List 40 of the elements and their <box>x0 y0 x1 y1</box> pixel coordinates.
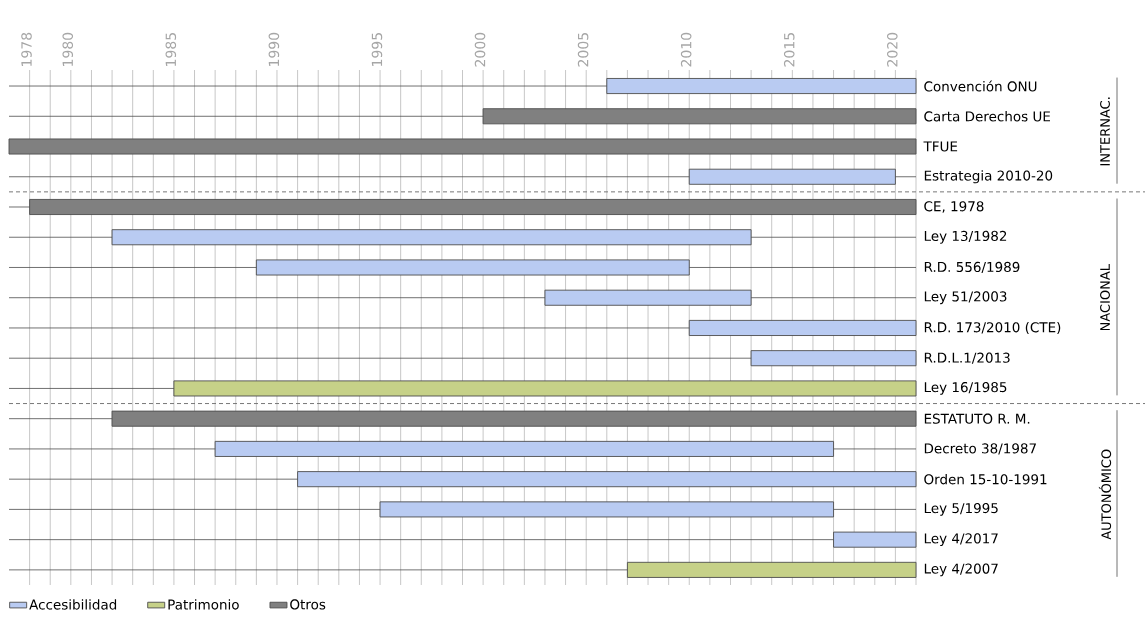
x-tick-label: 1978 <box>21 32 32 66</box>
x-tick-label: 2000 <box>474 32 486 67</box>
x-tick-label: 2015 <box>783 33 795 67</box>
y-tick-label: Decreto 38/1987 <box>924 443 1036 455</box>
y-tick-label: Ley 5/1995 <box>924 502 998 516</box>
bar <box>111 229 752 246</box>
y-tick-label: Estrategia 2010-20 <box>924 170 1053 184</box>
y-tick-label: Ley 4/2017 <box>924 533 998 547</box>
legend-label: Patrimonio <box>168 599 239 610</box>
text: AUTONÓMICO <box>1098 449 1112 540</box>
bar <box>379 501 834 518</box>
bar <box>8 138 917 155</box>
x-tick-label: 1990 <box>268 32 280 66</box>
y-tick-label: CE, 1978 <box>924 201 984 213</box>
x-tick-label: 2005 <box>577 33 589 67</box>
bar <box>688 168 896 185</box>
bar <box>544 289 752 306</box>
x-tick-label: 2010 <box>680 32 692 67</box>
y-tick-label: Carta Derechos UE <box>924 111 1050 122</box>
text: INTERNAC. <box>1100 97 1110 166</box>
text: NACIONAL <box>1100 264 1110 331</box>
bar <box>255 259 690 276</box>
x-tick-label: 1980 <box>62 32 74 66</box>
y-tick-label: TFUE <box>923 141 958 152</box>
x-tick-label: 1995 <box>371 33 383 66</box>
legend-label: Accesibilidad <box>29 599 117 610</box>
y-tick-label: Ley 13/1982 <box>924 230 1007 244</box>
bar <box>214 440 834 457</box>
y-tick-label: Convención ONU <box>924 80 1037 92</box>
x-tick-label: 2020 <box>887 32 898 67</box>
legend-label: Otros <box>290 599 326 610</box>
x-tick-label: 1985 <box>165 33 177 66</box>
y-tick-label: ESTATUTO R. M. <box>924 413 1030 424</box>
y-tick-label: Ley 16/1985 <box>924 382 1007 395</box>
y-tick-label: R.D. 173/2010 (CTE) <box>924 321 1061 334</box>
y-tick-label: Ley 4/2007 <box>924 563 998 577</box>
y-tick-label: R.D. 556/1989 <box>924 261 1020 274</box>
y-tick-label: R.D.L.1/2013 <box>924 352 1010 364</box>
y-tick-label: Orden 15-10-1991 <box>924 473 1047 485</box>
y-tick-label: Ley 51/2003 <box>924 291 1007 305</box>
